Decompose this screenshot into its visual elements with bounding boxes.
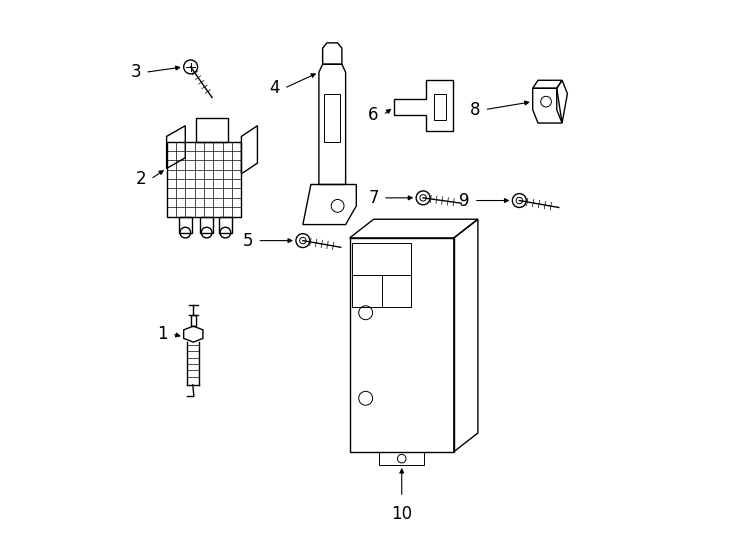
Text: 8: 8 [470, 100, 480, 119]
Text: 5: 5 [243, 232, 253, 249]
Text: 4: 4 [269, 79, 280, 97]
Text: 7: 7 [368, 189, 379, 207]
Text: 9: 9 [459, 192, 470, 210]
Text: 6: 6 [368, 106, 379, 124]
Text: 10: 10 [391, 505, 413, 523]
Text: 1: 1 [157, 325, 167, 343]
Text: 3: 3 [131, 63, 141, 81]
Text: 2: 2 [136, 170, 146, 188]
